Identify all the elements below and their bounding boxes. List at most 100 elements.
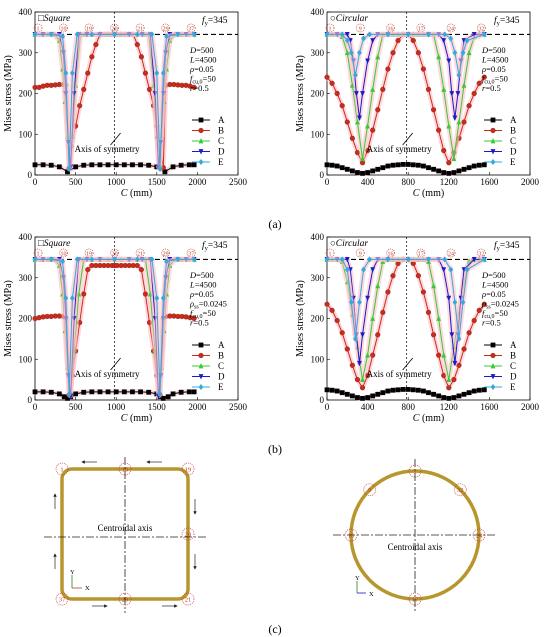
legend-swatch-marker — [490, 342, 496, 348]
data-point — [481, 301, 487, 307]
data-point — [360, 395, 365, 401]
data-point — [451, 377, 457, 383]
data-point — [410, 387, 416, 393]
legend-entry-label: D — [218, 372, 225, 382]
parameter-text: L=4500 — [481, 280, 509, 290]
data-point — [32, 31, 38, 38]
section-station-circle — [55, 592, 69, 606]
symmetry-annotation: Axis of symmetry — [75, 132, 140, 154]
data-point — [130, 389, 135, 395]
data-point — [355, 170, 360, 175]
section-station-label: 19 — [185, 467, 192, 474]
symmetry-axis-label: Axis of symmetry — [75, 369, 140, 379]
data-point — [160, 395, 166, 401]
data-point — [344, 119, 350, 125]
data-point — [178, 389, 184, 395]
section-station-label: 20 — [185, 532, 192, 539]
data-point — [476, 80, 482, 86]
symmetry-arrow — [110, 357, 121, 371]
section-shape-label: ○Circular — [330, 239, 368, 249]
section-station-circle — [55, 462, 69, 476]
legend-entry-label: C — [218, 361, 224, 371]
parameter-text: r=0.5 — [190, 318, 209, 328]
parameter-text: fcu,0=50 — [190, 74, 216, 86]
symmetry-arrow — [110, 132, 121, 146]
legend-entry-label: C — [218, 136, 224, 146]
station-marker: 19 — [84, 23, 94, 33]
legend-entry-label: E — [510, 382, 516, 392]
data-point — [481, 74, 487, 80]
data-point — [360, 376, 365, 383]
data-point — [360, 91, 365, 97]
data-point — [113, 389, 119, 395]
data-point — [446, 123, 452, 129]
parameter-text: r=0.5 — [190, 83, 209, 93]
x-tick-label: 1600 — [480, 402, 499, 412]
x-tick-label: 800 — [401, 177, 415, 187]
data-point — [466, 165, 472, 171]
section-station-label: 24 — [476, 533, 483, 540]
data-point — [431, 391, 436, 397]
data-point — [186, 389, 192, 395]
data-point — [334, 317, 340, 324]
data-point — [446, 395, 452, 401]
panel-label-a: (a) — [268, 217, 281, 231]
x-axis-label: C (mm) — [413, 188, 444, 199]
data-point — [66, 390, 72, 397]
circular-section-diagram: Centroidal axis 1 9 16 17 24 32 Y X — [333, 459, 497, 613]
x-tick-label: 1000 — [107, 402, 126, 412]
x-tick-label: 1500 — [148, 402, 167, 412]
data-point — [415, 162, 421, 168]
legend-swatch-marker — [490, 159, 496, 165]
section-station-marker: 9 — [363, 483, 377, 497]
data-point — [324, 162, 330, 168]
data-point — [441, 148, 447, 154]
data-point — [420, 66, 426, 72]
data-point — [339, 103, 345, 109]
data-point — [370, 86, 376, 92]
parameter-text: ρ=0.05 — [481, 289, 506, 299]
data-point — [455, 91, 461, 97]
data-point — [390, 50, 396, 56]
data-point — [436, 168, 442, 174]
station-marker: 10 — [59, 248, 68, 258]
y-tick-label: 0 — [320, 395, 325, 405]
data-point — [451, 395, 457, 400]
section-station-label: 9 — [368, 487, 371, 494]
parameter-text: r=0.5 — [482, 318, 501, 328]
data-point — [481, 31, 487, 38]
station-marker: 21 — [135, 23, 145, 33]
data-point — [452, 49, 458, 56]
station-marker-label: 19 — [86, 27, 92, 33]
data-point — [420, 289, 426, 295]
y-tick-label: 100 — [19, 129, 33, 139]
data-point — [365, 123, 370, 129]
parameter-text: ρss=0.0245 — [189, 299, 227, 311]
data-point — [191, 84, 197, 90]
x-tick-label: 400 — [361, 177, 375, 187]
data-point — [134, 256, 140, 263]
data-point — [375, 53, 381, 60]
y-axis-label: Mises stress (MPa) — [3, 280, 14, 357]
section-station-marker: 21 — [181, 592, 195, 606]
data-point — [460, 299, 466, 306]
legend-entry-label: D — [510, 372, 517, 382]
data-point — [324, 74, 330, 80]
station-marker-label: 29 — [163, 27, 169, 33]
data-point — [456, 72, 462, 79]
data-point — [415, 387, 421, 393]
data-point — [395, 387, 401, 393]
x-axis-label: C (mm) — [121, 413, 152, 424]
section-station-label: 17 — [412, 597, 419, 604]
data-point — [360, 332, 365, 338]
data-point — [344, 257, 350, 263]
data-point — [48, 31, 54, 38]
station-marker-label: 24 — [448, 27, 454, 33]
station-marker-label: 10 — [61, 252, 67, 258]
data-point — [121, 389, 127, 395]
legend-swatch-marker — [198, 138, 204, 144]
x-axis-label: C (mm) — [121, 188, 152, 199]
data-point — [164, 33, 169, 40]
parameter-text: L=4500 — [189, 55, 217, 65]
